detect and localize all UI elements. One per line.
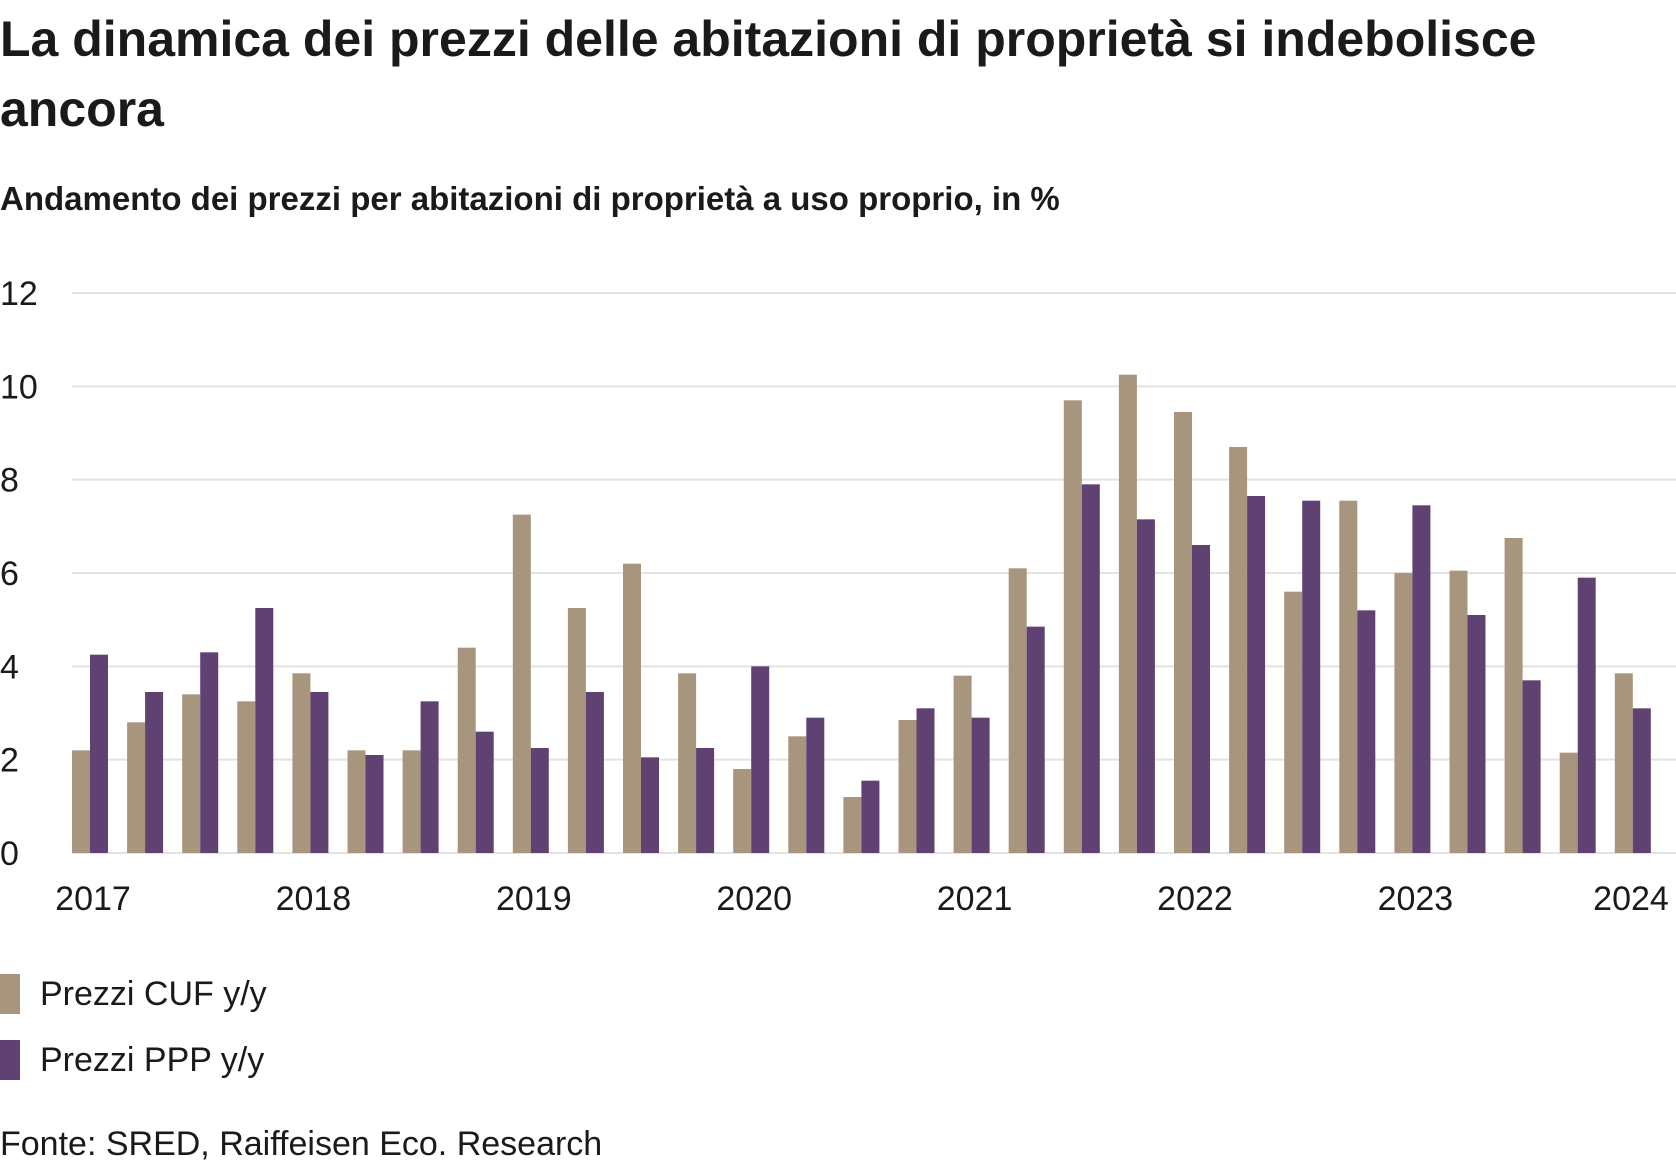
bar-ppp [1577, 577, 1596, 853]
chart-title: La dinamica dei prezzi delle abitazioni … [0, 11, 1537, 137]
bar-ppp [1632, 708, 1651, 853]
bar-cuf [623, 563, 641, 853]
bar-ppp [806, 717, 825, 853]
bar-cuf [1449, 570, 1468, 853]
bar-cuf [678, 673, 697, 853]
legend-label-ppp: Prezzi PPP y/y [40, 1040, 265, 1079]
x-tick-label: 2018 [276, 880, 352, 918]
bar-cuf [72, 750, 90, 853]
legend-item-ppp: Prezzi PPP y/y [0, 1040, 264, 1080]
bar-cuf [402, 750, 421, 853]
bar-cuf [567, 608, 586, 853]
bar-chart: 0 2 4 6 8 10 12 2017 2018 2019 2020 2021 2022 2023 202… [0, 275, 1676, 918]
bar-cuf [237, 701, 256, 853]
bar-cuf [898, 720, 917, 853]
bar-cuf [347, 750, 366, 853]
bar-ppp [90, 654, 108, 853]
legend-label-cuf: Prezzi CUF y/y [40, 974, 267, 1013]
bar-cuf [457, 647, 476, 853]
bar-ppp [1192, 545, 1210, 853]
bar-cuf [1339, 500, 1358, 853]
x-tick-label: 2020 [716, 880, 792, 918]
y-tick-label: 6 [0, 555, 19, 593]
y-tick-label: 10 [0, 368, 38, 406]
bar-cuf [1008, 568, 1027, 853]
x-tick-label: 2023 [1378, 880, 1454, 918]
bar-ppp [861, 780, 880, 853]
bar-ppp [696, 748, 715, 853]
legend-swatch-ppp [0, 1040, 20, 1080]
bar-ppp [1522, 680, 1541, 853]
bar-ppp [1081, 484, 1100, 853]
bar-cuf [127, 722, 146, 853]
y-tick-label: 12 [0, 275, 38, 313]
x-tick-label: 2017 [55, 880, 131, 918]
bar-cuf [1063, 400, 1082, 853]
bar-cuf [1504, 538, 1523, 853]
bar-ppp [145, 692, 164, 853]
bar-ppp [1302, 500, 1321, 853]
bar-cuf [788, 736, 807, 853]
bar-ppp [310, 692, 329, 853]
bar-ppp [585, 692, 604, 853]
x-tick-label: 2024 [1593, 880, 1669, 918]
bar-ppp [916, 708, 935, 853]
bar-ppp [1247, 496, 1266, 853]
y-tick-label: 0 [0, 835, 19, 873]
bar-cuf [733, 769, 752, 853]
legend-item-cuf: Prezzi CUF y/y [0, 974, 267, 1014]
bar-ppp [1412, 505, 1431, 853]
bar-cuf [1229, 447, 1248, 853]
x-tick-label: 2021 [937, 880, 1013, 918]
x-tick-label: 2019 [496, 880, 572, 918]
bar-cuf [512, 514, 531, 853]
bar-cuf [292, 673, 311, 853]
bar-ppp [1357, 610, 1376, 853]
bar-ppp [971, 717, 990, 853]
bar-ppp [420, 701, 439, 853]
source-note: Fonte: SRED, Raiffeisen Eco. Research [0, 1125, 603, 1163]
x-tick-label: 2022 [1157, 880, 1233, 918]
bar-ppp [1026, 626, 1045, 853]
bar-cuf [953, 675, 972, 853]
y-tick-label: 4 [0, 648, 19, 686]
bar-ppp [200, 652, 219, 853]
bar-ppp [255, 608, 274, 853]
bar-ppp [475, 731, 494, 853]
bar-ppp [530, 748, 549, 853]
bar-cuf [1284, 591, 1303, 853]
bar-cuf [1174, 412, 1192, 853]
chart-subtitle: Andamento dei prezzi per abitazioni di p… [0, 180, 1060, 217]
y-tick-label: 2 [0, 742, 19, 780]
bar-cuf [182, 694, 201, 853]
bar-cuf [1394, 573, 1413, 853]
bar-cuf [1559, 752, 1578, 853]
bar-ppp [641, 757, 659, 853]
bar-ppp [1136, 519, 1155, 853]
bar-cuf [843, 797, 862, 853]
bar-cuf [1118, 374, 1137, 853]
bar-ppp [751, 666, 770, 853]
y-tick-label: 8 [0, 462, 19, 500]
legend-swatch-cuf [0, 974, 20, 1014]
bar-ppp [365, 755, 384, 853]
bar-cuf [1614, 673, 1633, 853]
bar-ppp [1467, 615, 1486, 853]
